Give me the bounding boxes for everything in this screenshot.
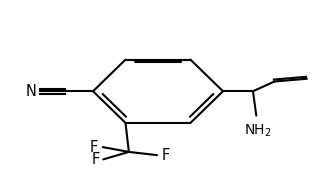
- Text: N: N: [26, 84, 37, 99]
- Text: F: F: [89, 140, 98, 155]
- Text: F: F: [162, 148, 170, 163]
- Text: NH$_2$: NH$_2$: [244, 123, 272, 139]
- Text: F: F: [91, 152, 99, 167]
